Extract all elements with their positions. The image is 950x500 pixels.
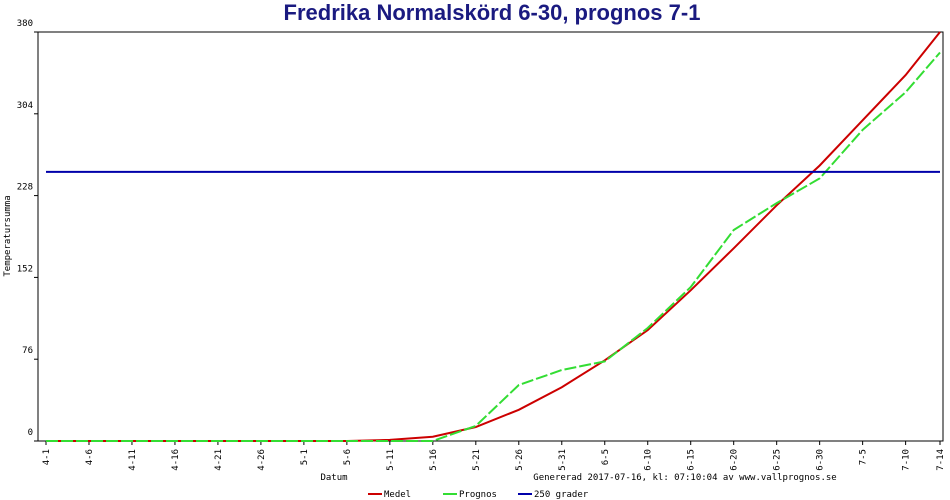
x-tick-label: 5-1 xyxy=(300,449,310,465)
x-tick-label: 7-5 xyxy=(859,449,869,465)
x-tick-label: 4-6 xyxy=(85,449,95,465)
y-tick-label: 304 xyxy=(17,101,33,111)
x-tick-label: 4-16 xyxy=(171,449,181,471)
x-axis-label: Datum xyxy=(320,473,347,483)
x-tick-label: 5-26 xyxy=(515,449,525,471)
y-tick-label: 152 xyxy=(17,264,33,274)
chart-title: Fredrika Normalskörd 6-30, prognos 7-1 xyxy=(284,0,701,25)
legend-label: 250 grader xyxy=(534,490,589,500)
x-tick-label: 5-6 xyxy=(343,449,353,465)
y-axis-label: Temperatursumma xyxy=(3,195,13,276)
x-tick-label: 6-5 xyxy=(601,449,611,465)
y-tick-label: 0 xyxy=(28,428,33,438)
x-tick-label: 6-10 xyxy=(644,449,654,471)
x-tick-label: 6-20 xyxy=(730,449,740,471)
footer: Genererad 2017-07-16, kl: 07:10:04 av ww… xyxy=(533,473,836,483)
x-tick-label: 6-25 xyxy=(773,449,783,471)
x-tick-label: 5-31 xyxy=(558,449,568,471)
legend-label: Prognos xyxy=(459,490,497,500)
y-tick-label: 380 xyxy=(17,19,33,29)
x-tick-label: 5-21 xyxy=(472,449,482,471)
y-tick-label: 76 xyxy=(22,346,33,356)
x-tick-label: 4-26 xyxy=(257,449,267,471)
x-tick-label: 7-10 xyxy=(902,449,912,471)
x-tick-label: 4-21 xyxy=(214,449,224,471)
y-tick-label: 228 xyxy=(17,183,33,193)
x-tick-label: 6-30 xyxy=(816,449,826,471)
series-line xyxy=(46,51,941,442)
x-tick-label: 6-15 xyxy=(687,449,697,471)
x-tick-label: 5-11 xyxy=(386,449,396,471)
x-tick-label: 5-16 xyxy=(429,449,439,471)
legend-label: Medel xyxy=(384,490,411,500)
plot-area xyxy=(37,31,944,442)
x-tick-label: 4-1 xyxy=(42,449,52,465)
x-tick-label: 7-14 xyxy=(936,449,946,471)
x-tick-label: 4-11 xyxy=(128,449,138,471)
